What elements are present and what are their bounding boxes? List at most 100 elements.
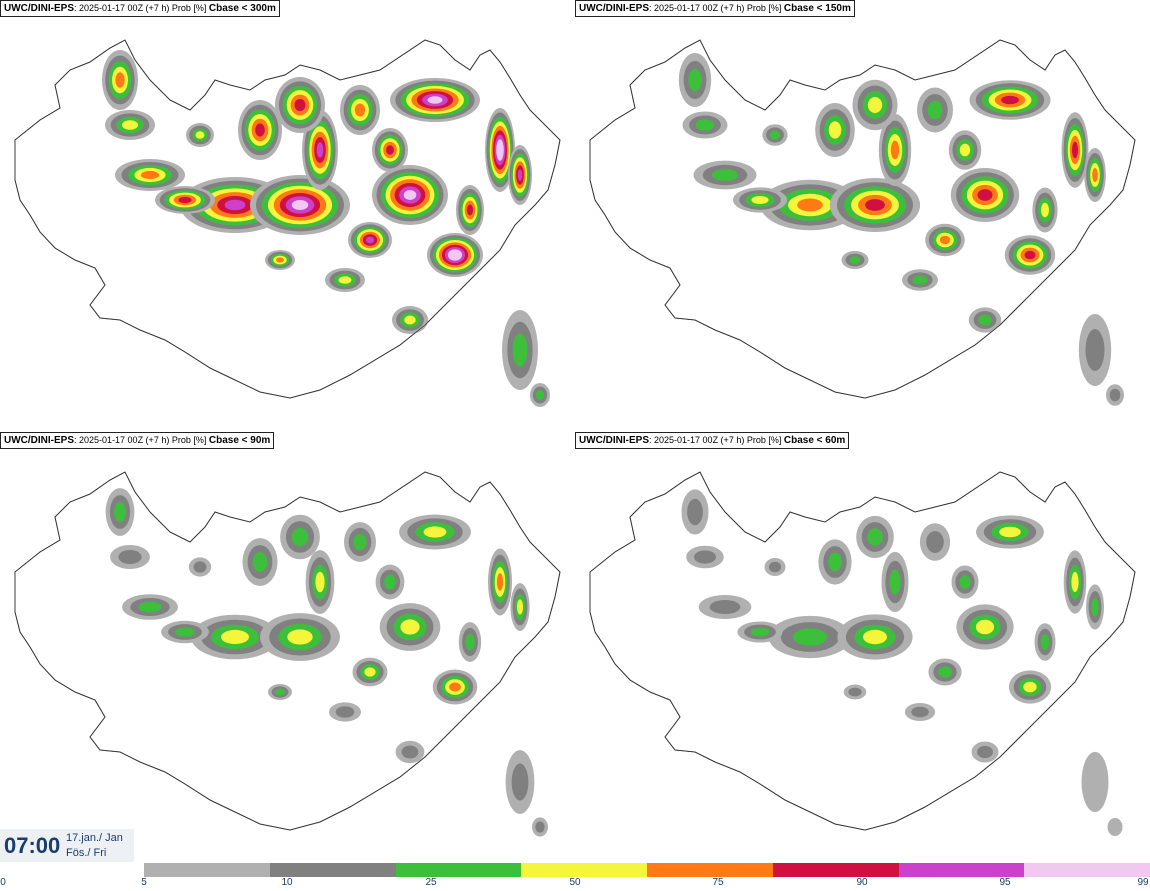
colorbar-tick-label: 25 [425, 877, 437, 888]
probability-contour [926, 531, 944, 553]
probability-contour [927, 100, 943, 120]
probability-contour [427, 96, 443, 104]
probability-contour [255, 123, 265, 137]
colorbar-bin [647, 863, 773, 877]
iceland-coastline-overlay [589, 39, 1136, 399]
colorbar-tick-label: 50 [569, 877, 581, 888]
colorbar-tick-label: 5 [141, 877, 147, 888]
probability-contour [496, 573, 504, 591]
colorbar-bin [521, 863, 647, 877]
probability-contour [466, 204, 474, 216]
probability-contour [535, 821, 545, 833]
probability-contour [793, 628, 827, 646]
probability-contour [175, 627, 195, 637]
probability-contour [889, 569, 901, 595]
probability-contour [384, 574, 396, 590]
probability-contour [193, 561, 207, 573]
colorbar-tick-label: 99 [1137, 877, 1149, 888]
probability-contour [1041, 202, 1049, 218]
probability-contour [712, 169, 738, 181]
probability-contour [828, 121, 842, 139]
probability-contour [1072, 141, 1078, 159]
probability-contour [447, 249, 463, 261]
probability-contour [535, 390, 545, 400]
probability-contour [122, 120, 138, 130]
colorbar-tick-label: 95 [999, 877, 1011, 888]
probability-contour [276, 257, 284, 263]
colorbar-tick-label: 0 [0, 877, 6, 888]
iceland-probability-map [589, 39, 1136, 406]
probability-contour [709, 600, 741, 614]
probability-contour [118, 550, 142, 564]
map-panel-cbase-60m: UWC/DINI-EPS: 2025-01-17 00Z (+7 h) Prob… [575, 432, 1150, 864]
probability-contour [750, 627, 770, 637]
probability-contour [695, 119, 715, 131]
probability-contour [1040, 634, 1050, 650]
probability-contour [867, 97, 883, 113]
probability-contour [849, 256, 861, 264]
colorbar-bin [395, 863, 522, 877]
probability-contour [867, 528, 883, 546]
probability-contour [114, 502, 126, 522]
colorbar-tick-label: 10 [281, 877, 293, 888]
colorbar-bin [144, 863, 270, 877]
panel-title: UWC/DINI-EPS: 2025-01-17 00Z (+7 h) Prob… [0, 432, 275, 449]
valid-time-box: 07:00 17.jan./ Jan Fös./ Fri [0, 829, 134, 862]
probability-contour [423, 526, 447, 538]
probability-contour [517, 599, 523, 615]
probability-contour [865, 199, 885, 211]
probability-contour [338, 276, 352, 284]
probability-contour [401, 745, 419, 759]
probability-contour [1085, 329, 1105, 371]
probability-contour [291, 527, 309, 547]
map-panel-cbase-90m: UWC/DINI-EPS: 2025-01-17 00Z (+7 h) Prob… [0, 432, 575, 864]
probability-contour [465, 633, 475, 651]
probability-contour [1001, 95, 1019, 105]
probability-contour [1092, 168, 1098, 182]
probability-contour [1023, 681, 1037, 693]
probability-contour [769, 130, 781, 140]
iceland-probability-map [14, 471, 561, 837]
valid-time-clock: 07:00 [4, 833, 61, 858]
probability-contour [252, 552, 268, 572]
panel-title: UWC/DINI-EPS: 2025-01-17 00Z (+7 h) Prob… [0, 0, 280, 17]
probability-contour [140, 170, 160, 180]
colorbar-tick-label: 75 [712, 877, 724, 888]
probability-contour [694, 550, 716, 564]
probability-contour [511, 763, 529, 801]
probability-contour [512, 333, 528, 367]
probability-contour [848, 687, 862, 697]
probability-contour [1107, 818, 1123, 836]
colorbar-bin [269, 863, 396, 877]
iceland-probability-map [14, 39, 561, 407]
probability-contour [354, 103, 366, 117]
probability-contour [449, 682, 461, 692]
iceland-coastline-overlay [14, 39, 561, 399]
probability-contour [195, 131, 205, 139]
probability-contour [687, 498, 703, 526]
probability-contour [365, 236, 375, 244]
probability-contour [959, 143, 971, 157]
probability-contour [517, 169, 523, 181]
probability-colorbar [144, 863, 1150, 877]
probability-contour [1081, 751, 1109, 813]
probability-contour [978, 314, 992, 326]
probability-contour [335, 706, 355, 718]
probability-contour [1024, 250, 1036, 260]
probability-contour [828, 552, 842, 572]
probability-contour [287, 629, 313, 645]
probability-contour [224, 199, 246, 211]
probability-contour [275, 688, 285, 696]
iceland-probability-map [589, 471, 1136, 836]
probability-contour [912, 275, 928, 285]
probability-contour [977, 745, 993, 759]
valid-weekday: Fös./ Fri [66, 847, 107, 859]
probability-contour [751, 196, 769, 204]
map-panel-cbase-300m: UWC/DINI-EPS: 2025-01-17 00Z (+7 h) Prob… [0, 0, 575, 432]
probability-contour [911, 706, 929, 718]
probability-contour [863, 629, 887, 645]
probability-contour [1071, 571, 1079, 593]
probability-contour [939, 235, 951, 245]
probability-contour [178, 196, 192, 204]
probability-contour [999, 526, 1021, 538]
